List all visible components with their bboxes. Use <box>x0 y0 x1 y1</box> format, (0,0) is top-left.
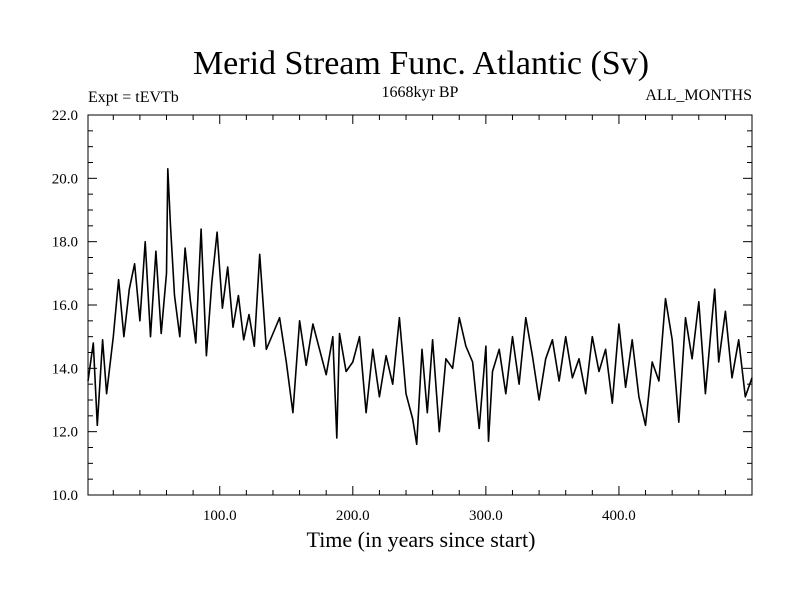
period-label: 1668kyr BP <box>382 84 459 101</box>
chart-title: Merid Stream Func. Atlantic (Sv) <box>193 45 649 82</box>
x-tick-label: 100.0 <box>203 508 237 524</box>
x-axis-label: Time (in years since start) <box>307 527 536 552</box>
series-line-merid-stream <box>87 168 753 446</box>
y-tick-label: 20.0 <box>52 171 78 187</box>
y-axis-tick-labels: 10.0 12.0 14.0 16.0 18.0 20.0 22.0 <box>52 108 78 504</box>
y-tick-label: 18.0 <box>52 235 78 251</box>
y-tick-label: 10.0 <box>52 488 78 504</box>
experiment-label: Expt = tEVTb <box>88 89 179 106</box>
y-tick-label: 14.0 <box>52 361 78 377</box>
y-tick-label: 16.0 <box>52 298 78 314</box>
x-tick-label: 400.0 <box>602 508 636 524</box>
x-tick-label: 200.0 <box>336 508 370 524</box>
x-axis-tick-labels: 100.0 200.0 300.0 400.0 <box>203 508 636 524</box>
x-axis-ticks <box>112 115 753 495</box>
plot-frame <box>87 114 753 496</box>
x-tick-label: 300.0 <box>469 508 503 524</box>
months-label: ALL_MONTHS <box>645 87 752 104</box>
y-tick-label: 12.0 <box>52 425 78 441</box>
y-tick-label: 22.0 <box>52 108 78 124</box>
y-axis-ticks <box>88 114 752 496</box>
